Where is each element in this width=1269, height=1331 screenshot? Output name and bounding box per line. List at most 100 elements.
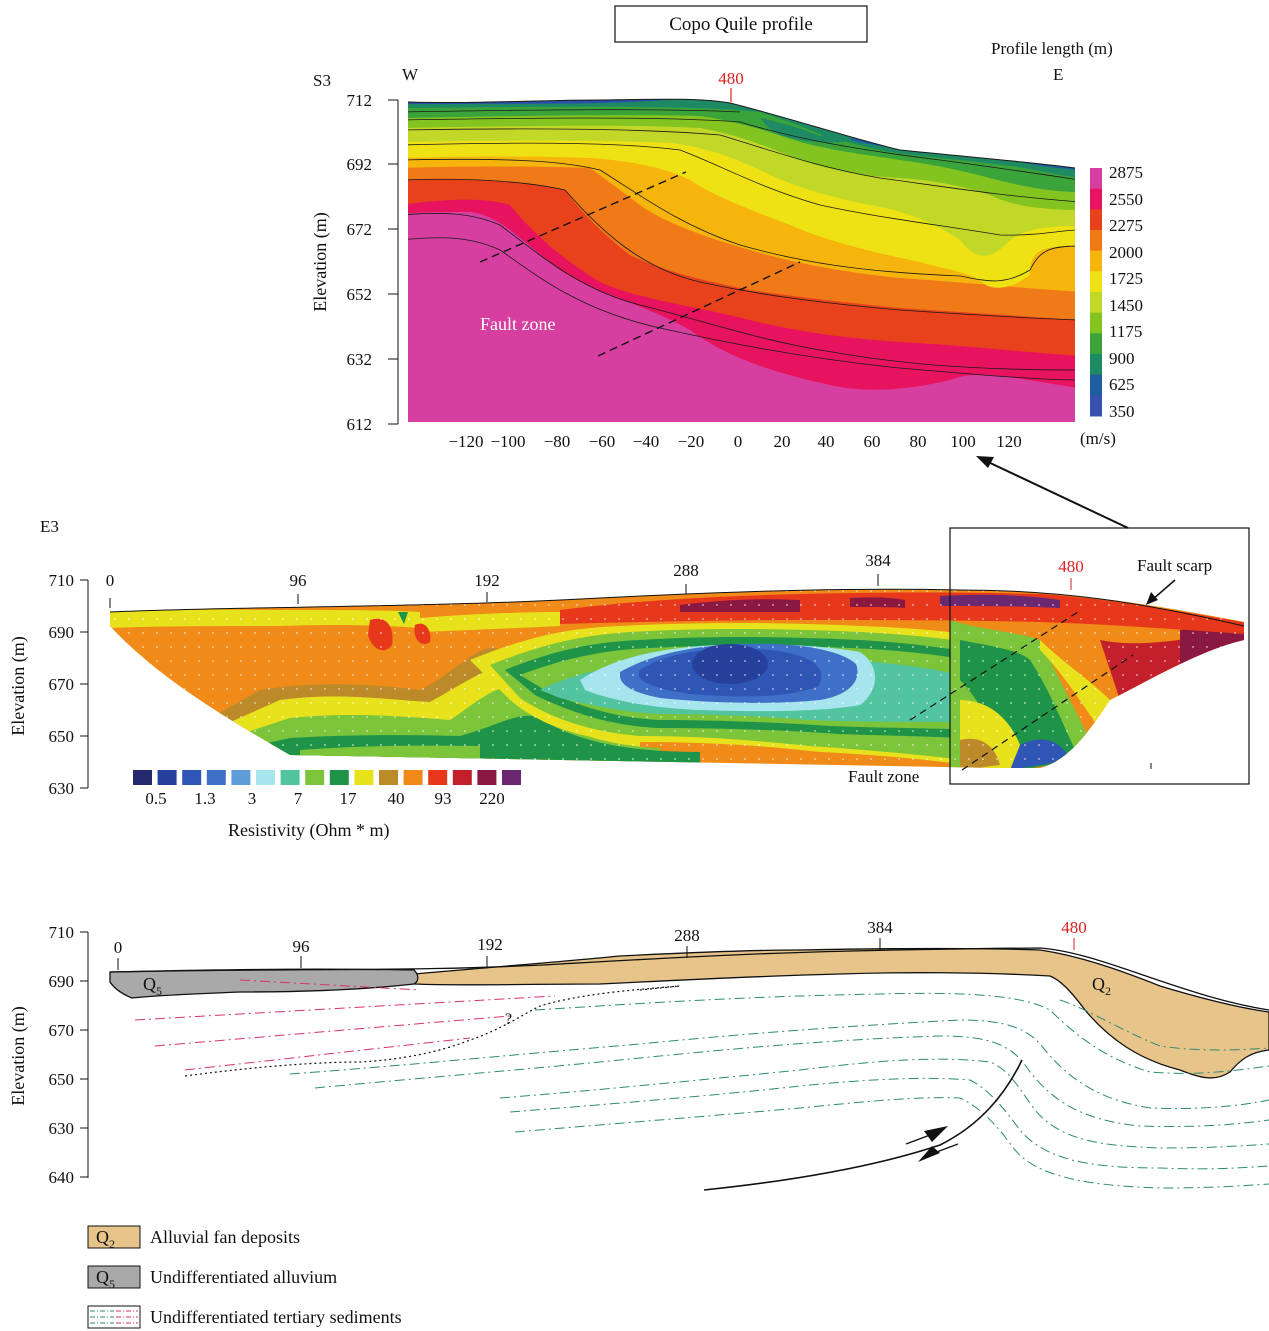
ert-y-tick: 650 [49,727,75,746]
geology-legend: Q2 Alluvial fan deposits Q5 Undifferenti… [87,1225,402,1329]
legend-text: Alluvial fan deposits [150,1227,300,1247]
resistivity-swatch [477,770,497,785]
top-x-tick: −20 [678,432,705,451]
colorbar-label: 1175 [1109,322,1142,341]
interp-y-tick: 670 [49,1021,75,1040]
resistivity-legend-labels: 0.5 1.3 3 7 17 40 93 220 Resistivity (Oh… [145,789,504,841]
profile-length-label: Profile length (m) [991,39,1113,58]
colorbar-swatch [1090,292,1102,314]
red-bedding-lines [134,979,556,1071]
q2-label: Q2 [1092,974,1111,998]
resistivity-label: 7 [294,789,303,808]
ert-y-tick: 670 [49,675,75,694]
colorbar-label: 625 [1109,375,1135,394]
colorbar-label: 900 [1109,349,1135,368]
legend-text: Undifferentiated tertiary sediments [150,1307,402,1327]
marker-480: 480 [718,69,744,88]
colorbar-label: 350 [1109,402,1135,421]
resistivity-swatch [502,770,521,785]
colorbar-swatch [1090,354,1102,376]
resistivity-swatch [157,770,177,785]
legend-tertiary-lines [90,1310,138,1324]
resistivity-swatch [231,770,251,785]
top-x-tick: −100 [490,432,525,451]
fault-scarp-arrow [1151,579,1176,601]
thrust-fault [703,1059,1023,1191]
resistivity-legend [133,770,521,785]
profile-label-s3: S3 [313,71,331,90]
colorbar-label: 2275 [1109,216,1143,235]
interpretation-panel: ? Q5 Q2 [8,918,1269,1191]
resistivity-label: 1.3 [194,789,215,808]
resistivity-label: 40 [388,789,405,808]
interp-x-tick: 0 [114,938,123,957]
resistivity-label: 220 [479,789,505,808]
ert-fault-line [909,611,1079,721]
resistivity-swatch [452,770,472,785]
ert-y-axis: 710 690 670 650 630 Elevation (m) [8,571,89,798]
legend-sym-q5: Q5 [96,1267,115,1291]
top-y-label: Elevation (m) [310,212,331,311]
colorbar-swatch [1090,209,1102,231]
top-y-tick: 692 [347,155,373,174]
west-label: W [402,65,419,84]
resistivity-swatch [182,770,202,785]
ert-y-tick: 710 [49,571,75,590]
colorbar-unit: (m/s) [1080,429,1116,448]
fault-line-upper [479,171,687,263]
resistivity-swatch [305,770,325,785]
resistivity-section [110,589,1244,768]
top-x-tick: 100 [950,432,976,451]
interp-y-tick: 640 [49,1168,75,1187]
panel-title: Copo Quile profile [669,14,813,35]
top-y-axis: 712 692 672 652 632 612 Elevation (m) [310,91,399,434]
legend-swatch-q5 [87,1265,141,1289]
top-x-tick: −120 [448,432,483,451]
interp-x-tick: 96 [293,937,310,956]
resistivity-label: 0.5 [145,789,166,808]
resistivity-swatch [354,770,374,785]
top-y-tick: 632 [347,350,373,369]
colorbar-label: 1450 [1109,296,1143,315]
resistivity-swatch [379,770,398,785]
fault-line-lower [597,261,801,357]
east-label: E [1053,65,1063,84]
top-x-tick: −40 [633,432,660,451]
top-y-tick: 712 [347,91,373,110]
interp-y-axis: 710 690 670 650 630 640 Elevation (m) [8,923,89,1187]
colorbar-swatch [1090,271,1102,293]
top-y-tick: 612 [347,415,373,434]
top-x-tick: 20 [774,432,791,451]
top-x-tick: 120 [996,432,1022,451]
resistivity-label: 93 [435,789,452,808]
colorbar-swatch [1090,395,1102,417]
colorbar-swatch [1090,230,1102,252]
resistivity-swatch [428,770,448,785]
colorbar-swatch [1090,250,1102,272]
colorbar-swatch [1090,312,1102,334]
ert-x-tick: 0 [106,571,115,590]
ert-x-tick: 96 [290,571,307,590]
resistivity-label: 3 [248,789,257,808]
top-x-tick: 60 [864,432,881,451]
top-y-tick: 652 [347,285,373,304]
resistivity-swatch [403,770,423,785]
top-x-tick: 40 [818,432,835,451]
fault-zone-box [949,527,1250,785]
interp-y-tick: 690 [49,972,75,991]
interp-x-tick: 384 [867,918,893,937]
top-x-tick: 80 [910,432,927,451]
interp-y-tick: 650 [49,1070,75,1089]
ert-x-tick: 480 [1058,557,1084,576]
ert-y-label: Elevation (m) [8,636,29,735]
resistivity-label: 17 [340,789,358,808]
top-x-axis: −120 −100 −80 −60 −40 −20 0 20 40 60 80 … [448,432,1021,451]
ert-y-tick: 630 [49,779,75,798]
interp-y-tick: 630 [49,1119,75,1138]
colorbar-label: 2550 [1109,190,1143,209]
q5-label: Q5 [143,974,162,998]
interp-x-ticks: 0 96 192 288 384 480 [114,918,1087,970]
legend-text: Undifferentiated alluvium [150,1267,337,1287]
legend-sym-q2: Q2 [96,1227,115,1251]
top-x-tick: −80 [544,432,571,451]
